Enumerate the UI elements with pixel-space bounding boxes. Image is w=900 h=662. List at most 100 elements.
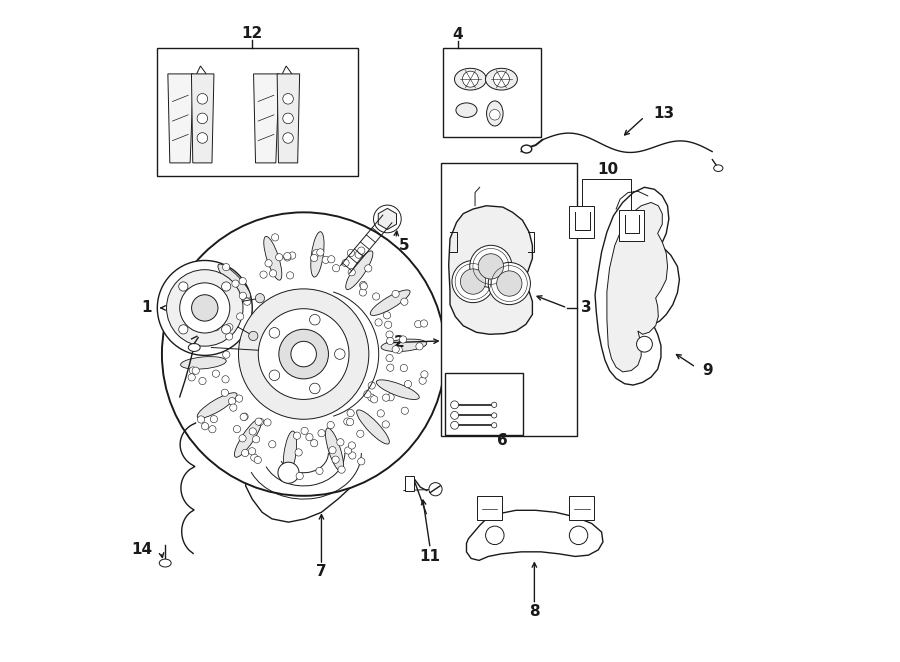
Circle shape: [230, 404, 237, 411]
Circle shape: [338, 466, 346, 473]
Circle shape: [429, 483, 442, 496]
Circle shape: [269, 370, 280, 381]
Circle shape: [371, 396, 378, 403]
Circle shape: [497, 271, 522, 296]
Circle shape: [202, 422, 209, 430]
FancyBboxPatch shape: [477, 496, 502, 520]
Circle shape: [293, 432, 301, 440]
Circle shape: [283, 132, 293, 143]
Circle shape: [364, 265, 372, 272]
Circle shape: [384, 321, 392, 328]
Ellipse shape: [381, 339, 427, 352]
Text: 4: 4: [453, 27, 464, 42]
Circle shape: [229, 398, 236, 404]
Circle shape: [244, 298, 251, 305]
Circle shape: [327, 422, 334, 429]
Circle shape: [283, 113, 293, 124]
Ellipse shape: [370, 290, 410, 315]
Circle shape: [451, 421, 459, 429]
Circle shape: [337, 439, 344, 446]
Circle shape: [347, 250, 355, 257]
Circle shape: [284, 254, 291, 261]
Circle shape: [237, 313, 244, 320]
Circle shape: [359, 289, 366, 296]
Circle shape: [318, 430, 325, 437]
Circle shape: [283, 93, 293, 104]
Circle shape: [491, 422, 497, 428]
Circle shape: [415, 320, 422, 328]
Circle shape: [491, 412, 497, 418]
Circle shape: [221, 325, 230, 334]
Circle shape: [238, 289, 369, 419]
Ellipse shape: [346, 251, 373, 289]
Text: 5: 5: [399, 238, 410, 253]
Circle shape: [452, 260, 494, 303]
Circle shape: [251, 454, 258, 461]
Circle shape: [238, 435, 247, 442]
Circle shape: [348, 269, 356, 276]
Circle shape: [356, 430, 364, 438]
Circle shape: [256, 418, 264, 426]
Polygon shape: [607, 203, 668, 372]
Circle shape: [272, 234, 279, 241]
Circle shape: [400, 298, 408, 305]
Circle shape: [416, 343, 423, 350]
Polygon shape: [277, 74, 300, 163]
Bar: [446, 373, 523, 435]
Circle shape: [400, 364, 408, 371]
Circle shape: [419, 377, 427, 385]
Circle shape: [258, 308, 349, 399]
Circle shape: [488, 262, 530, 305]
Circle shape: [241, 413, 248, 420]
Circle shape: [222, 351, 230, 358]
Circle shape: [233, 426, 240, 433]
Circle shape: [289, 252, 296, 259]
Circle shape: [301, 427, 308, 434]
Polygon shape: [466, 510, 603, 561]
Circle shape: [286, 272, 293, 279]
Circle shape: [291, 342, 317, 367]
Circle shape: [401, 407, 409, 414]
Circle shape: [179, 325, 188, 334]
Circle shape: [368, 382, 375, 389]
Circle shape: [491, 402, 497, 408]
Circle shape: [208, 303, 215, 310]
Circle shape: [478, 254, 503, 279]
Circle shape: [190, 322, 197, 330]
Ellipse shape: [234, 418, 262, 457]
Circle shape: [420, 320, 427, 327]
Circle shape: [335, 349, 345, 359]
Circle shape: [463, 71, 479, 87]
Circle shape: [193, 314, 200, 322]
Text: 14: 14: [130, 542, 152, 557]
Circle shape: [212, 324, 220, 331]
Circle shape: [359, 281, 367, 289]
Text: 1: 1: [141, 301, 152, 315]
Circle shape: [189, 367, 196, 374]
Circle shape: [345, 447, 352, 454]
Circle shape: [268, 441, 276, 448]
Ellipse shape: [310, 232, 324, 277]
Circle shape: [216, 306, 223, 313]
Bar: [157, 48, 357, 176]
Text: 12: 12: [241, 26, 263, 40]
Circle shape: [236, 395, 243, 402]
Circle shape: [255, 418, 262, 425]
Circle shape: [253, 436, 260, 443]
Circle shape: [166, 269, 243, 346]
Circle shape: [179, 282, 188, 291]
Circle shape: [275, 254, 283, 261]
Bar: [405, 476, 414, 491]
Circle shape: [192, 295, 218, 321]
Circle shape: [162, 213, 446, 496]
Ellipse shape: [284, 431, 297, 477]
Circle shape: [264, 419, 271, 426]
Circle shape: [306, 434, 313, 441]
Circle shape: [387, 394, 394, 401]
Ellipse shape: [181, 357, 226, 369]
Text: 9: 9: [702, 363, 713, 378]
Circle shape: [232, 280, 239, 287]
Circle shape: [239, 277, 247, 285]
Circle shape: [357, 457, 364, 465]
Bar: [619, 210, 644, 242]
